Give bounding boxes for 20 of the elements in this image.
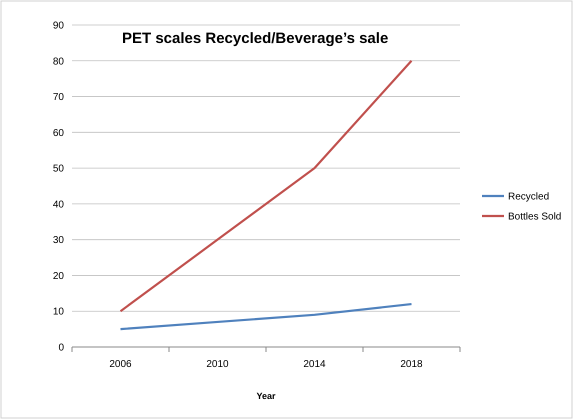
y-tick-label: 40 — [52, 199, 64, 210]
y-tick-label: 30 — [52, 235, 64, 246]
y-tick-label: 70 — [52, 92, 64, 104]
x-axis-title: Year — [256, 391, 276, 401]
x-tick-label: 2010 — [206, 359, 230, 370]
legend-label: Recycled — [508, 192, 550, 202]
x-tick-label: 2006 — [109, 359, 132, 370]
y-tick-label: 50 — [52, 164, 64, 175]
y-tick-label: 10 — [52, 306, 64, 318]
y-tick-label: 0 — [58, 342, 64, 354]
y-tick-label: 20 — [52, 270, 64, 282]
line-series — [119, 60, 413, 312]
y-tick-label: 60 — [52, 128, 64, 139]
y-tick-label: 80 — [52, 56, 64, 68]
x-tick-label: 2018 — [400, 359, 424, 370]
line-series — [119, 302, 413, 330]
y-tick-label: 90 — [52, 20, 64, 32]
x-tick-label: 2014 — [303, 359, 326, 370]
chart-title: PET scales Recycled/Beverage’s sale — [122, 30, 388, 47]
legend-label: Bottles Sold — [508, 212, 562, 222]
